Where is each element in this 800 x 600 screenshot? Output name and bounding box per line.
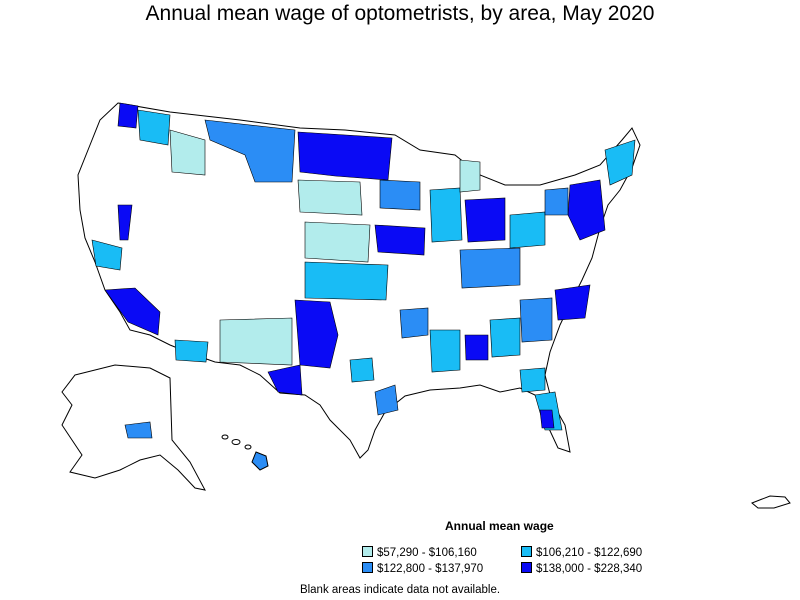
map-title: Annual mean wage of optometrists, by are… <box>145 2 655 25</box>
legend-swatch-3 <box>362 562 373 573</box>
footnote: Blank areas indicate data not available. <box>299 584 501 596</box>
legend-label-4: $138,000 - $228,340 <box>536 563 643 575</box>
legend-item-4: $138,000 - $228,340 <box>521 562 642 575</box>
legend-item-3: $122,800 - $137,970 <box>362 562 483 575</box>
legend-title: Annual mean wage <box>445 519 554 533</box>
legend-label-1: $57,290 - $106,160 <box>377 547 477 559</box>
legend-swatch-4 <box>521 562 532 573</box>
legend-swatch-1 <box>362 546 373 557</box>
hawaii-islands <box>221 434 269 471</box>
puerto-rico-outline <box>751 495 791 509</box>
legend-label-3: $122,800 - $137,970 <box>377 563 484 575</box>
legend-item-1: $57,290 - $106,160 <box>362 546 477 559</box>
legend-label-2: $106,210 - $122,690 <box>536 547 643 559</box>
legend-swatch-2 <box>521 546 532 557</box>
legend-item-2: $106,210 - $122,690 <box>521 546 642 559</box>
wage-areas <box>91 102 636 439</box>
